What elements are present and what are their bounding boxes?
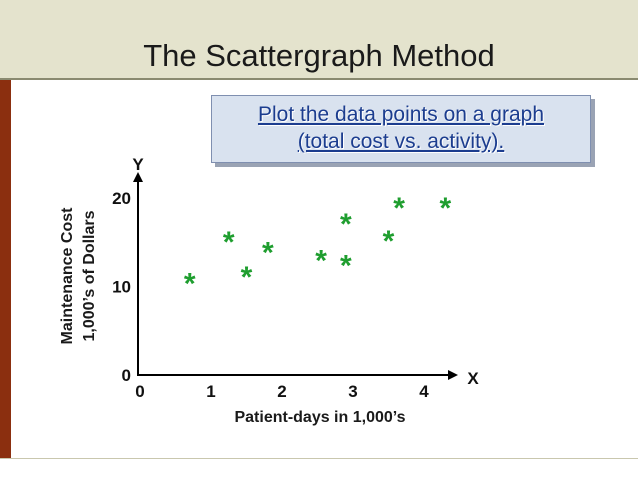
y-tick-label: 20 xyxy=(112,189,131,208)
y-axis-title-line-2: 1,000’s of Dollars xyxy=(81,210,98,341)
x-tick-label: 4 xyxy=(419,382,429,401)
data-point-marker: * xyxy=(315,244,327,277)
y-tick-labels: 0 10 20 xyxy=(112,189,131,385)
left-accent-bar xyxy=(0,80,11,458)
y-axis-letter: Y xyxy=(132,155,144,174)
data-point-marker: * xyxy=(439,192,451,225)
data-point-marker: * xyxy=(340,208,352,241)
callout-box: Plot the data points on a graph (total c… xyxy=(211,95,591,163)
bottom-divider xyxy=(0,458,638,459)
y-axis-title-line-1: Maintenance Cost xyxy=(59,207,76,345)
data-point-marker: * xyxy=(262,236,274,269)
x-axis-letter: X xyxy=(467,369,479,388)
y-tick-label: 0 xyxy=(122,366,131,385)
data-point-marker: * xyxy=(393,192,405,225)
slide-title: The Scattergraph Method xyxy=(143,38,495,73)
data-point-marker: * xyxy=(184,267,196,300)
data-point-marker: * xyxy=(340,250,352,283)
x-tick-label: 3 xyxy=(348,382,357,401)
data-points: **** ***** * xyxy=(184,192,452,300)
y-tick-label: 10 xyxy=(112,278,131,297)
data-point-marker: * xyxy=(241,261,253,294)
data-point-marker: * xyxy=(383,225,395,258)
x-tick-labels: 0 1 2 3 4 xyxy=(135,382,429,401)
y-axis-arrow xyxy=(133,172,143,182)
header-band xyxy=(0,0,638,80)
callout-line-2: (total cost vs. activity). xyxy=(297,130,505,153)
data-point-marker: * xyxy=(223,226,235,259)
x-tick-label: 1 xyxy=(206,382,215,401)
x-axis-arrow xyxy=(448,370,458,380)
x-tick-label: 2 xyxy=(277,382,286,401)
x-axis-title: Patient-days in 1,000’s xyxy=(234,409,405,426)
x-tick-label: 0 xyxy=(135,382,144,401)
callout-line-1: Plot the data points on a graph xyxy=(257,103,545,126)
